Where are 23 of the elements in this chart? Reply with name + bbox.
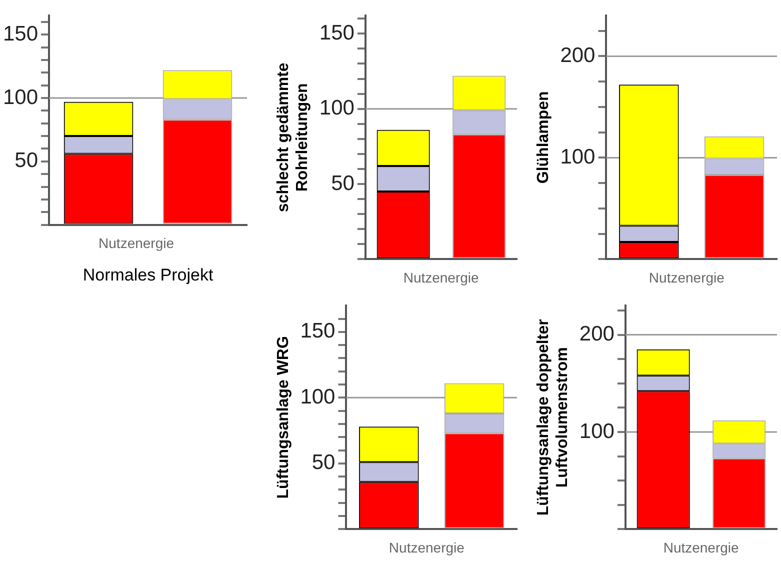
- y-tick-label: 150: [2, 22, 38, 46]
- y-tick-label: 100: [579, 420, 614, 443]
- y-tick-label: 100: [300, 385, 336, 408]
- y-axis-title: Lüftungsanlage doppelter Luftvolumenstrom: [535, 319, 572, 516]
- x-tick-label: Nutzenergie: [403, 269, 480, 286]
- y-axis-title: Lüftungsanlage WRG: [275, 336, 292, 499]
- y-tick-label: 50: [14, 149, 38, 172]
- y-tick-label: 200: [560, 44, 596, 67]
- y-tick-label: 100: [2, 86, 38, 109]
- y-tick-label: 100: [319, 96, 354, 120]
- x-tick-label: Nutzenergie: [98, 235, 174, 252]
- y-axis-title: schlecht gedämmte Rohrleitungen: [275, 62, 312, 212]
- y-axis-title: Glühlampen: [535, 91, 552, 184]
- y-tick-label: 150: [300, 320, 336, 343]
- y-tick-label: 50: [331, 172, 354, 195]
- y-tick-label: 150: [319, 21, 354, 44]
- y-tick-label: 50: [312, 451, 336, 474]
- x-axis-title: Normales Projekt: [82, 265, 214, 284]
- x-tick-label: Nutzenergie: [648, 269, 725, 286]
- y-tick-label: 200: [579, 322, 614, 346]
- x-tick-label: Nutzenergie: [388, 539, 465, 556]
- x-tick-label: Nutzenergie: [663, 539, 740, 556]
- y-tick-label: 100: [560, 145, 596, 168]
